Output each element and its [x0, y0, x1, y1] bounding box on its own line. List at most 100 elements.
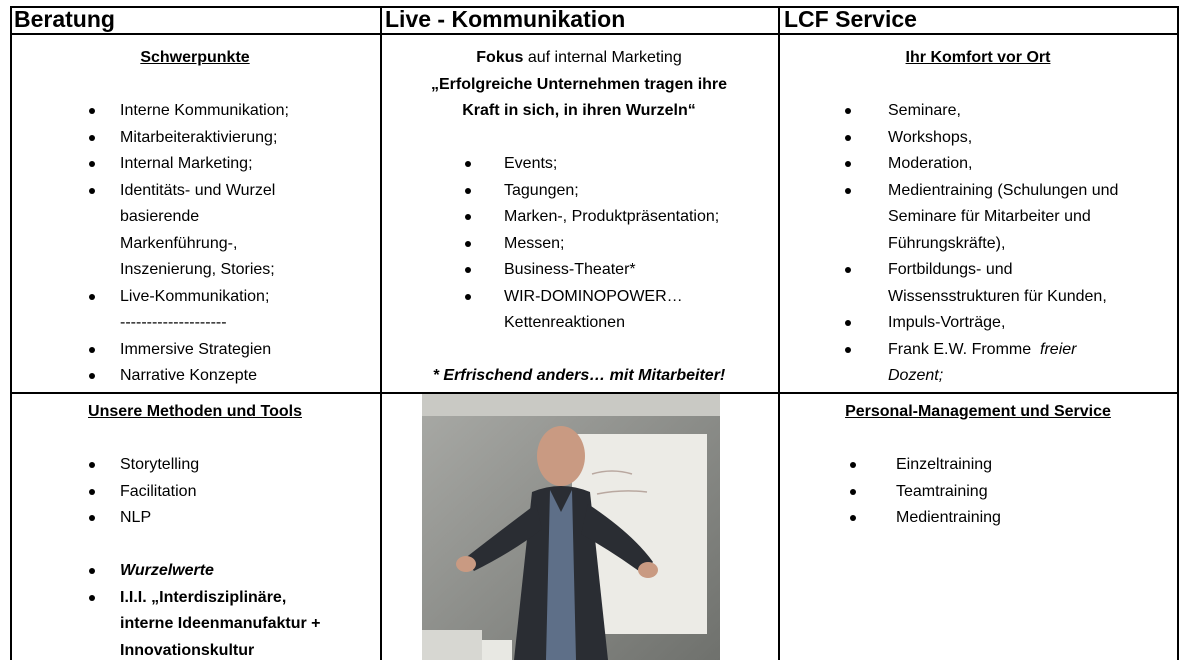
text: basierende: [120, 208, 199, 225]
list-item: Storytelling: [120, 452, 199, 479]
bullet: [89, 108, 95, 114]
rule: [778, 6, 780, 660]
list-item: Innovationskultur: [120, 638, 254, 664]
text: Wurzelwerte: [120, 562, 214, 579]
bullet: [845, 161, 851, 167]
bullet: [89, 595, 95, 601]
bullet: [845, 347, 851, 353]
text: Wissensstrukturen für Kunden,: [888, 288, 1107, 305]
bullet: [89, 373, 95, 379]
text: Medientraining: [896, 509, 1001, 526]
text: Moderation,: [888, 155, 973, 172]
rule: [1177, 6, 1179, 660]
list-item: Moderation,: [888, 151, 973, 178]
text: Kraft in sich, in ihren Wurzeln“: [462, 102, 696, 119]
text: interne Ideenmanufaktur +: [120, 615, 321, 632]
text: Internal Marketing;: [120, 155, 253, 172]
bullet: [845, 135, 851, 141]
text: Fokus: [476, 49, 523, 66]
text: Narrative Konzepte: [120, 367, 257, 384]
bullet: [465, 214, 471, 220]
text: NLP: [120, 509, 151, 526]
text: Ihr Komfort vor Ort: [906, 49, 1051, 66]
text: Workshops,: [888, 129, 972, 146]
text: Teamtraining: [896, 483, 988, 500]
bullet: [845, 320, 851, 326]
text: Identitäts- und Wurzel: [120, 182, 275, 199]
text: Tagungen;: [504, 182, 579, 199]
quote: Kraft in sich, in ihren Wurzeln“: [380, 98, 778, 125]
text: Einzeltraining: [896, 456, 992, 473]
footnote: * Erfrischend anders… mit Mitarbeiter!: [380, 363, 778, 390]
list-item: Markenführung-,: [120, 231, 237, 258]
bullet: [850, 515, 856, 521]
list-item: Impuls-Vorträge,: [888, 310, 1005, 337]
text: Mitarbeiteraktivierung;: [120, 129, 277, 146]
text: Schwerpunkte: [140, 49, 249, 66]
bullet: [89, 347, 95, 353]
list-item: basierende: [120, 204, 199, 231]
bullet: [89, 188, 95, 194]
text: WIR-DOMINOPOWER…: [504, 288, 683, 305]
text: Kettenreaktionen: [504, 314, 625, 331]
bullet: [89, 294, 95, 300]
list-item: Immersive Strategien: [120, 337, 271, 364]
section-title: Ihr Komfort vor Ort: [778, 45, 1178, 72]
list-item: Seminare für Mitarbeiter und: [888, 204, 1091, 231]
text: Dozent;: [888, 367, 943, 384]
text: Fortbildungs- und: [888, 261, 1013, 278]
text: Live-Kommunikation;: [120, 288, 269, 305]
bullet: [89, 489, 95, 495]
rule: [10, 6, 12, 660]
list-item: Messen;: [504, 231, 564, 258]
bullet: [465, 294, 471, 300]
text: Medientraining (Schulungen und: [888, 182, 1118, 199]
list-item: Interne Kommunikation;: [120, 98, 289, 125]
list-item: Medientraining (Schulungen und: [888, 178, 1118, 205]
column-header: LCF Service: [784, 6, 917, 33]
bullet: [89, 135, 95, 141]
list-item: Live-Kommunikation;: [120, 284, 269, 311]
text: Interne Kommunikation;: [120, 102, 289, 119]
text: Marken-, Produktpräsentation;: [504, 208, 719, 225]
list-item: Tagungen;: [504, 178, 579, 205]
bullet: [89, 515, 95, 521]
text: Messen;: [504, 235, 564, 252]
column-header: Live - Kommunikation: [385, 6, 625, 33]
bullet: [89, 568, 95, 574]
section-title: Unsere Methoden und Tools: [10, 399, 380, 426]
text: Business-Theater*: [504, 261, 636, 278]
section-title: Personal-Management und Service: [778, 399, 1178, 426]
text: Innovationskultur: [120, 642, 254, 659]
text: auf internal Marketing: [523, 49, 681, 66]
bullet: [850, 489, 856, 495]
quote: „Erfolgreiche Unternehmen tragen ihre: [380, 72, 778, 99]
rule: [10, 33, 1179, 35]
bullet: [845, 108, 851, 114]
list-item: Kettenreaktionen: [504, 310, 625, 337]
text: --------------------: [120, 314, 227, 331]
list-item: WIR-DOMINOPOWER…: [504, 284, 683, 311]
text: Personal-Management und Service: [845, 403, 1111, 420]
list-item: NLP: [120, 505, 151, 532]
list-item: interne Ideenmanufaktur +: [120, 611, 321, 638]
text: Markenführung-,: [120, 235, 237, 252]
section-title: Schwerpunkte: [10, 45, 380, 72]
photo: [422, 394, 720, 660]
list-item: Wissensstrukturen für Kunden,: [888, 284, 1107, 311]
list-item: Frank E.W. Fromme freier: [888, 337, 1076, 364]
text: * Erfrischend anders… mit Mitarbeiter!: [433, 367, 726, 384]
text: Storytelling: [120, 456, 199, 473]
list-item: Mitarbeiteraktivierung;: [120, 125, 277, 152]
list-item: Identitäts- und Wurzel: [120, 178, 275, 205]
list-item: Einzeltraining: [896, 452, 992, 479]
list-item: Inszenierung, Stories;: [120, 257, 275, 284]
column-header: Beratung: [14, 6, 115, 33]
bullet: [465, 188, 471, 194]
list-item: Internal Marketing;: [120, 151, 253, 178]
text: Inszenierung, Stories;: [120, 261, 275, 278]
text: „Erfolgreiche Unternehmen tragen ihre: [431, 76, 727, 93]
text: Führungskräfte),: [888, 235, 1005, 252]
list-item: Medientraining: [896, 505, 1001, 532]
